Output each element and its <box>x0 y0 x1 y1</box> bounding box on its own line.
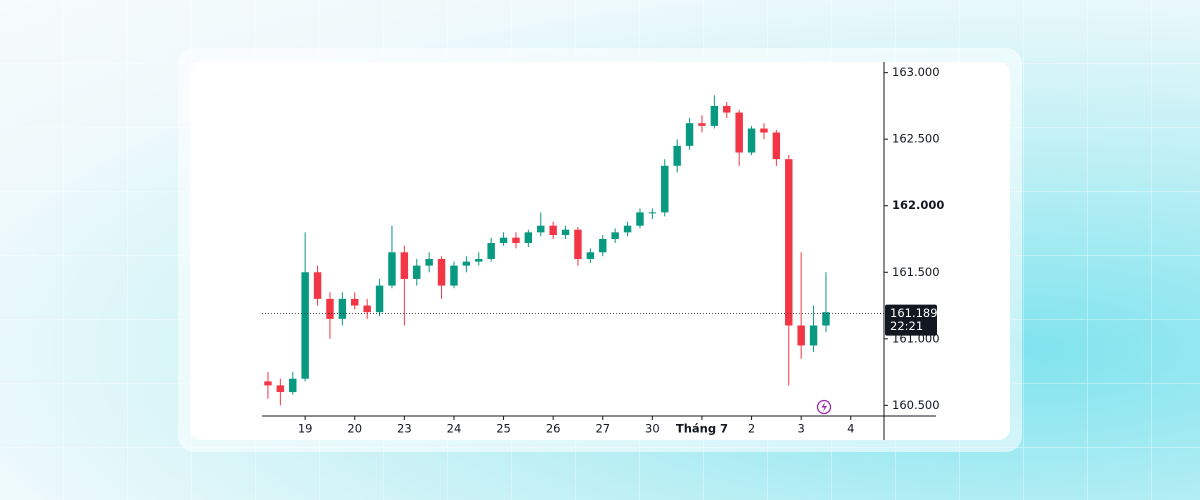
candle-body <box>487 242 495 259</box>
candle-body <box>363 305 371 313</box>
candle-body <box>338 298 347 319</box>
candle-body <box>425 258 433 266</box>
candle-body <box>623 225 632 233</box>
candle-body <box>648 212 657 214</box>
candle-body <box>264 381 272 386</box>
candle-body <box>499 237 508 243</box>
candle-body <box>586 252 595 259</box>
candle-body <box>388 252 396 286</box>
candle-body <box>797 325 805 346</box>
candle-body <box>809 325 818 346</box>
candle-body <box>723 105 731 113</box>
candle-body <box>661 165 669 213</box>
candle-body <box>599 239 607 253</box>
x-tick-label: 19 <box>298 422 313 436</box>
candle-body <box>400 252 409 279</box>
candle-body <box>698 123 706 126</box>
x-tick-label: 25 <box>496 422 511 436</box>
candle-body <box>710 105 719 126</box>
candle-body <box>735 112 743 153</box>
y-tick-label: 160.500 <box>892 398 940 412</box>
x-tick-label: 3 <box>798 422 805 436</box>
candle-body <box>450 265 458 286</box>
candle-body <box>785 159 793 326</box>
y-tick-label: 162.000 <box>892 198 944 212</box>
last-price-label: 161.189 <box>890 306 938 320</box>
candle-body <box>512 237 520 243</box>
candle-body <box>611 232 619 239</box>
x-tick-label: 26 <box>546 422 561 436</box>
candle-body <box>437 258 446 286</box>
y-tick-label: 162.500 <box>892 132 940 146</box>
candle-body <box>462 261 471 266</box>
candle-body <box>760 128 768 133</box>
candle-body <box>524 232 533 243</box>
lightning-icon[interactable] <box>816 399 832 415</box>
x-tick-label: Tháng 7 <box>676 422 728 436</box>
y-tick-label: 161.500 <box>892 265 940 279</box>
candle-body <box>685 123 694 146</box>
x-tick-label: 4 <box>847 422 854 436</box>
candle-body <box>301 272 309 379</box>
candle-body <box>822 312 830 326</box>
candle-body <box>772 132 781 160</box>
candle-body <box>375 285 384 313</box>
candle-body <box>673 145 681 166</box>
candle-body <box>574 229 582 259</box>
x-tick-label: 30 <box>645 422 660 436</box>
candle-body <box>636 212 644 226</box>
candle-body <box>276 385 285 393</box>
candle-body <box>475 258 483 262</box>
last-price-box <box>885 304 937 336</box>
candle-body <box>313 272 322 299</box>
y-tick-label: 163.000 <box>892 65 940 79</box>
x-tick-label: 2 <box>748 422 755 436</box>
candle-body <box>549 225 557 236</box>
x-tick-label: 23 <box>397 422 412 436</box>
candle-body <box>537 225 545 233</box>
candle-body <box>351 298 359 306</box>
x-tick-label: 27 <box>595 422 610 436</box>
plot <box>264 95 830 406</box>
candle-body <box>413 265 421 279</box>
candle-body <box>326 298 334 319</box>
x-tick-label: 24 <box>447 422 462 436</box>
candle-body <box>561 229 570 236</box>
x-tick-label: 20 <box>347 422 362 436</box>
candle-body <box>747 128 756 153</box>
candle-body <box>289 378 297 393</box>
last-price-time: 22:21 <box>890 319 923 333</box>
